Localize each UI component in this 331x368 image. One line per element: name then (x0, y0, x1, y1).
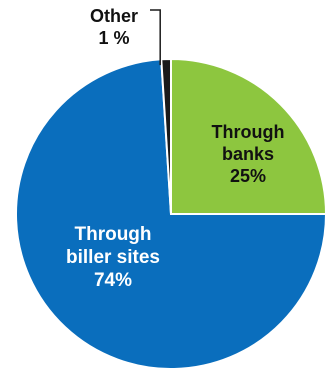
slice-value-label-through-banks: 25% (230, 166, 266, 186)
pie-slice-through-biller-sites (15, 58, 328, 368)
pie-slices (15, 57, 328, 368)
leader-lines (150, 9, 161, 66)
slice-label-through-biller-sites: Through biller sites 74% (66, 224, 160, 291)
slice-label-line: banks (222, 144, 274, 164)
leader-line-other (150, 9, 161, 66)
slice-label-line: Through (74, 224, 151, 245)
pie-slice-through-banks (170, 57, 328, 215)
slice-value-label-through-biller-sites: 74% (94, 270, 132, 291)
slice-value-label-other: 1 % (98, 28, 129, 48)
slice-label-other: Other 1 % (90, 6, 138, 48)
slice-labels: Through banks 25%Through biller sites 74%Oth… (66, 6, 284, 291)
slice-label-line: biller sites (66, 247, 160, 268)
slice-label-through-banks: Through banks 25% (212, 122, 285, 186)
slice-label-line: Other (90, 6, 138, 26)
pie-slice-other (160, 57, 172, 215)
slice-label-line: Through (212, 122, 285, 142)
